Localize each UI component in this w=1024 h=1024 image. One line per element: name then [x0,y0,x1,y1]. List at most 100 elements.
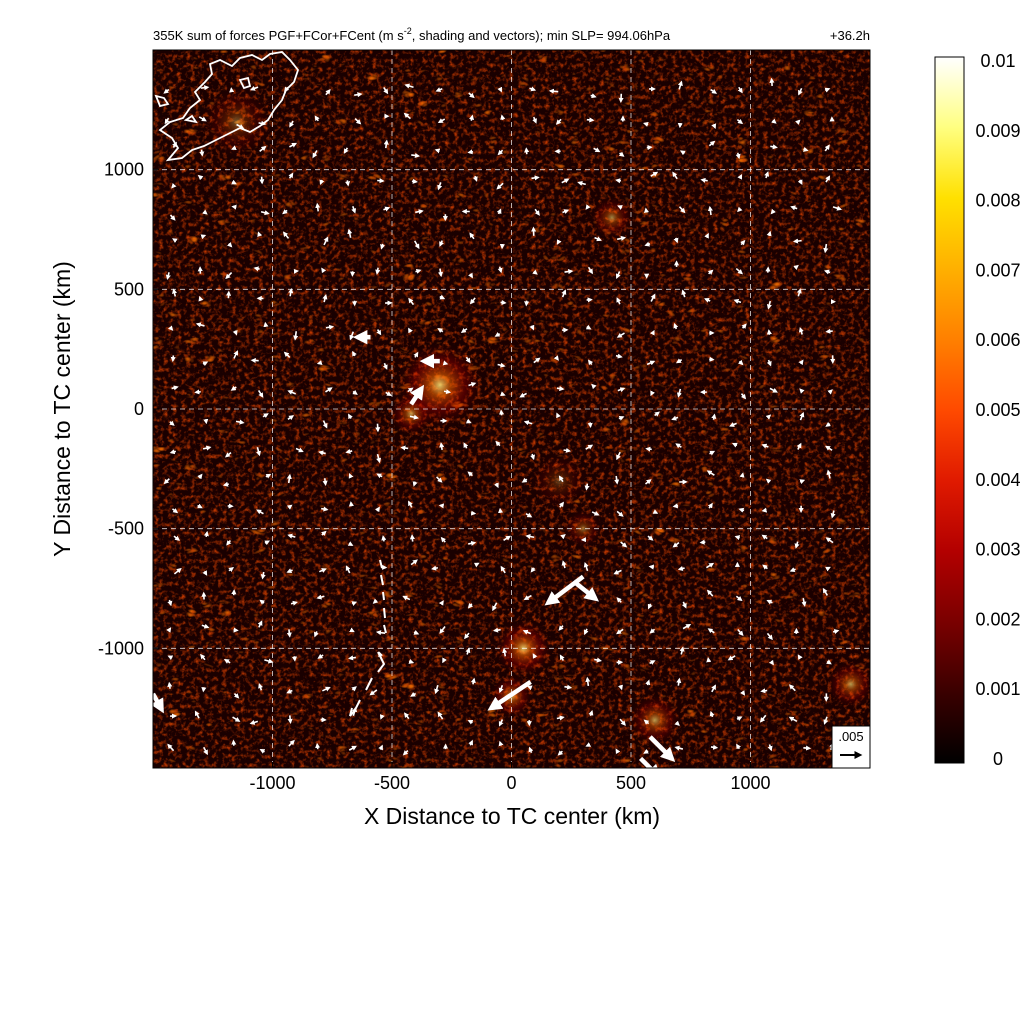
small-vector [437,268,444,278]
small-vector [282,231,290,239]
small-vector [497,362,506,368]
small-vector [374,506,380,513]
small-vector [352,389,358,395]
small-vector [587,266,593,275]
small-vector [492,602,498,612]
small-vector [789,567,796,572]
small-vector [317,653,324,659]
small-vector [672,171,678,180]
small-vector [616,235,627,241]
small-vector [799,411,805,421]
small-vector [468,540,477,546]
small-vector [403,712,410,720]
small-vector [345,448,353,454]
hotspot-8 [200,85,273,158]
small-vector [555,118,562,125]
small-vector [372,598,379,604]
small-vector [613,569,622,575]
small-vector [200,85,210,91]
small-vector [650,171,659,177]
reference-vector-box: .005 [831,725,871,769]
small-vector [258,683,264,691]
small-vector [647,603,653,610]
small-vector [675,358,683,364]
small-vector [345,565,351,574]
small-vector [495,440,501,447]
small-vector [618,151,625,157]
small-vector [616,297,622,305]
small-vector [677,565,685,571]
small-vector [315,202,321,212]
small-vector [376,453,382,464]
small-vector [739,472,745,478]
small-vector [258,120,267,126]
small-vector [615,271,621,279]
small-vector [643,748,649,754]
small-vector [704,232,709,239]
small-vector [436,476,443,483]
small-vector [682,623,692,630]
small-vector [375,267,381,275]
small-vector [347,655,356,661]
small-vector [322,294,328,303]
small-vector [534,208,540,216]
small-vector [314,115,320,122]
small-vector [825,537,834,544]
small-vector [197,174,204,181]
small-vector [671,415,679,421]
small-vector [439,240,444,247]
small-vector [796,442,802,450]
small-vector [249,85,259,91]
small-vector [325,324,335,330]
small-vector [794,541,800,549]
small-vector [402,750,409,756]
small-vector [194,710,200,719]
small-vector [766,300,772,310]
small-vector [788,716,798,723]
small-vector [376,329,382,336]
small-vector [400,445,409,451]
small-vector [222,481,229,487]
x-tick-label: 0 [506,773,516,793]
small-vector [765,414,772,420]
small-vector [265,473,272,479]
small-vector [434,148,441,154]
colorbar-tick-label: 0.007 [975,260,1020,280]
small-vector [312,150,318,159]
small-vector [564,684,573,690]
small-vector [408,297,415,306]
hotspot-7 [564,509,603,548]
small-vector [253,266,260,272]
chart-title: 355K sum of forces PGF+FCor+FCent (m s-2… [153,26,671,43]
small-vector [351,205,357,214]
small-vector [650,390,655,397]
small-vector [314,631,319,638]
small-vector [231,179,237,185]
small-vector [525,534,535,540]
small-vector [529,86,537,92]
small-vector [649,329,655,336]
small-vector [679,646,685,655]
small-vector [644,479,652,485]
small-vector [316,594,325,600]
small-vector [259,145,267,153]
small-vector [736,743,741,750]
small-vector [409,414,419,420]
small-vector [793,264,799,271]
small-vector [803,745,812,751]
small-vector [799,479,806,485]
small-vector [293,331,299,341]
small-vector [249,719,259,725]
small-vector [318,568,327,573]
small-vector [316,360,323,366]
small-vector [166,627,172,633]
small-vector [465,356,471,364]
small-vector [766,359,772,367]
small-vector [171,385,179,391]
small-vector [707,205,713,216]
small-vector [497,149,504,156]
small-vector [530,453,536,461]
small-vector [498,684,504,694]
small-vector [558,625,564,631]
colorbar-ticks: 0.01 0.009 0.008 0.007 0.006 0.005 0.004 0.003 0… [975,51,1020,769]
